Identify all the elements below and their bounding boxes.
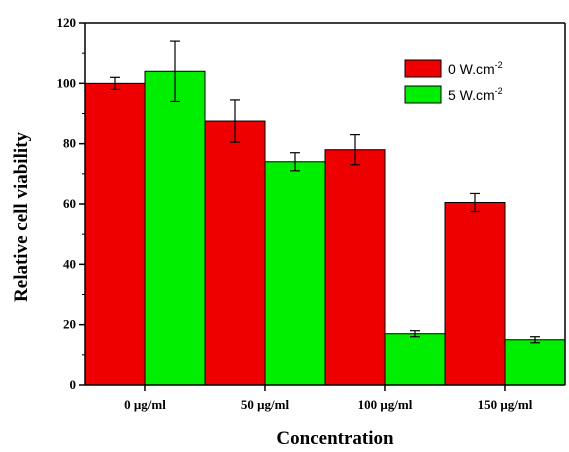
y-tick-label-6: 120 — [57, 15, 77, 30]
legend-swatch-0 — [404, 59, 442, 78]
bar-s1-c2 — [384, 333, 446, 386]
x-tick-label-2: 100 μg/ml — [358, 397, 413, 412]
y-tick-label-4: 80 — [63, 136, 76, 151]
bar-s1-c0 — [144, 70, 206, 386]
y-tick-label-0: 0 — [70, 377, 77, 392]
bar-s0-c2 — [324, 149, 386, 386]
x-tick-label-3: 150 μg/ml — [478, 397, 533, 412]
bar-s1-c1 — [264, 161, 326, 386]
legend-label-1: 5 W.cm-2 — [448, 86, 503, 103]
bar-s0-c3 — [444, 201, 506, 386]
x-tick-label-0: 0 μg/ml — [124, 397, 166, 412]
x-axis-title: Concentration — [276, 428, 394, 449]
y-tick-label-1: 20 — [63, 317, 76, 332]
bar-s0-c0 — [84, 82, 146, 386]
legend-label-0: 0 W.cm-2 — [448, 60, 503, 77]
legend-swatch-1 — [404, 85, 442, 104]
y-tick-label-3: 60 — [63, 196, 76, 211]
y-tick-label-5: 100 — [57, 75, 77, 90]
y-axis-title: Relative cell viability — [11, 132, 32, 302]
bar-s0-c1 — [204, 120, 266, 386]
ticks-layer: 0 20 40 60 80 100 120 0 μg/ml 50 μg/ml 100 μg/ml 1… — [57, 15, 533, 412]
bar-s1-c3 — [504, 339, 566, 386]
error-bars-layer — [110, 40, 540, 344]
y-tick-label-2: 40 — [63, 256, 76, 271]
x-tick-label-1: 50 μg/ml — [241, 397, 290, 412]
bars-layer — [84, 70, 566, 386]
legend: 0 W.cm-2 5 W.cm-2 — [404, 59, 503, 104]
